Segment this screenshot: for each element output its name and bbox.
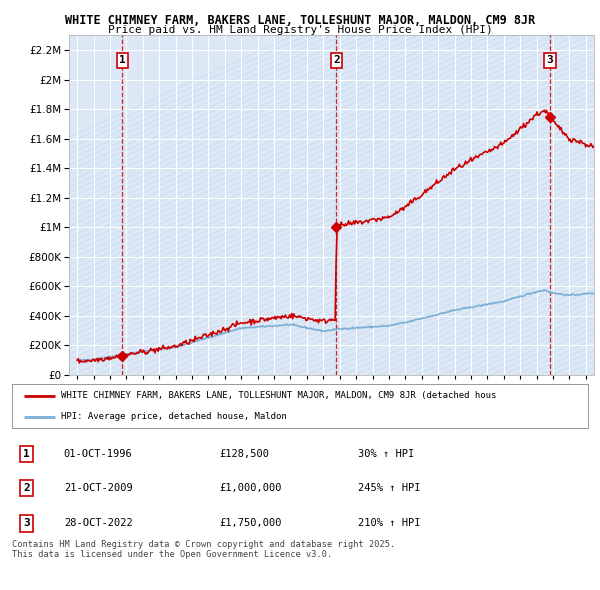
Text: £1,000,000: £1,000,000 [220,483,282,493]
Text: HPI: Average price, detached house, Maldon: HPI: Average price, detached house, Mald… [61,412,287,421]
Text: 1: 1 [119,55,125,65]
Text: 2: 2 [333,55,340,65]
Text: 30% ↑ HPI: 30% ↑ HPI [358,450,414,459]
Text: Price paid vs. HM Land Registry's House Price Index (HPI): Price paid vs. HM Land Registry's House … [107,25,493,35]
Text: 210% ↑ HPI: 210% ↑ HPI [358,519,420,529]
Text: 3: 3 [547,55,553,65]
Text: 3: 3 [23,519,30,529]
Text: 2: 2 [23,483,30,493]
Text: 245% ↑ HPI: 245% ↑ HPI [358,483,420,493]
Text: £128,500: £128,500 [220,450,269,459]
Text: 28-OCT-2022: 28-OCT-2022 [64,519,133,529]
Text: 01-OCT-1996: 01-OCT-1996 [64,450,133,459]
Text: Contains HM Land Registry data © Crown copyright and database right 2025.
This d: Contains HM Land Registry data © Crown c… [12,540,395,559]
Text: 1: 1 [23,450,30,459]
Text: WHITE CHIMNEY FARM, BAKERS LANE, TOLLESHUNT MAJOR, MALDON, CM9 8JR (detached hou: WHITE CHIMNEY FARM, BAKERS LANE, TOLLESH… [61,391,496,401]
Text: 21-OCT-2009: 21-OCT-2009 [64,483,133,493]
Text: WHITE CHIMNEY FARM, BAKERS LANE, TOLLESHUNT MAJOR, MALDON, CM9 8JR: WHITE CHIMNEY FARM, BAKERS LANE, TOLLESH… [65,14,535,27]
Text: £1,750,000: £1,750,000 [220,519,282,529]
